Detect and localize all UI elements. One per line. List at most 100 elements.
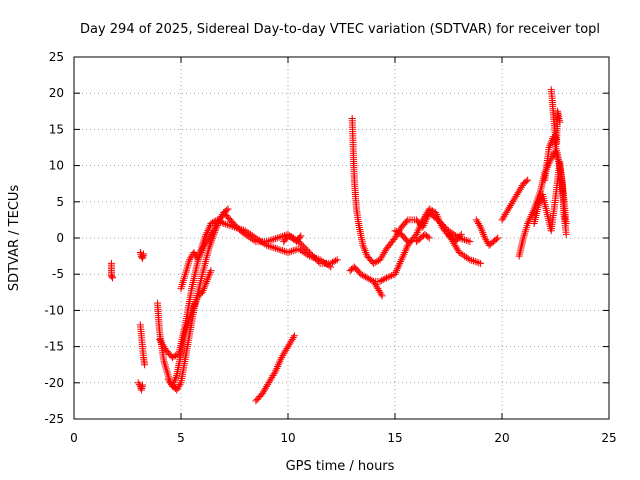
- data-point: [176, 381, 184, 389]
- data-point: [365, 275, 373, 283]
- data-point: [283, 344, 291, 352]
- data-point: [273, 364, 281, 372]
- data-point: [513, 191, 521, 199]
- data-point: [436, 220, 444, 228]
- data-point: [398, 254, 406, 262]
- data-point: [388, 272, 396, 280]
- data-point: [260, 386, 268, 394]
- data-point: [245, 229, 253, 237]
- data-point: [504, 205, 512, 213]
- data-point: [477, 259, 485, 267]
- data-point: [286, 248, 294, 256]
- data-point: [456, 232, 464, 240]
- data-point: [469, 257, 477, 265]
- data-point: [209, 219, 217, 227]
- data-point: [206, 270, 214, 278]
- data-point: [239, 226, 247, 234]
- data-point: [453, 245, 461, 253]
- data-point: [266, 377, 274, 385]
- data-point: [323, 261, 331, 269]
- y-tick-label: 0: [56, 231, 64, 245]
- data-point: [357, 270, 365, 278]
- data-point: [498, 216, 506, 224]
- data-point: [461, 252, 469, 260]
- data-point: [503, 207, 511, 215]
- data-point: [224, 205, 232, 213]
- data-point: [378, 277, 386, 285]
- data-point: [273, 245, 281, 253]
- data-point: [170, 379, 178, 387]
- data-point: [483, 238, 491, 246]
- data-point: [205, 272, 213, 280]
- data-point: [298, 247, 306, 255]
- data-point: [363, 274, 371, 282]
- data-point: [198, 245, 206, 253]
- data-point: [238, 226, 246, 234]
- data-point: [222, 220, 230, 228]
- data-point: [218, 212, 226, 220]
- data-point: [248, 232, 256, 240]
- data-point: [452, 243, 460, 251]
- data-point: [360, 245, 368, 253]
- data-point: [413, 229, 421, 237]
- data-point: [188, 308, 196, 316]
- data-point: [168, 353, 176, 361]
- data-point: [372, 281, 380, 289]
- data-point: [359, 241, 367, 249]
- data-point: [279, 247, 287, 255]
- data-point: [255, 236, 263, 244]
- data-point: [190, 303, 198, 311]
- series-s4: [136, 321, 149, 369]
- data-point: [188, 306, 196, 314]
- data-point: [461, 236, 469, 244]
- data-point: [545, 144, 553, 151]
- data-point: [156, 335, 164, 343]
- data-point: [173, 386, 181, 394]
- data-point: [415, 225, 423, 233]
- data-point: [160, 343, 168, 351]
- data-point: [305, 252, 313, 260]
- series-s22: [547, 86, 564, 148]
- data-point: [257, 238, 265, 246]
- data-point: [287, 337, 295, 345]
- data-point: [480, 232, 488, 240]
- data-point: [370, 277, 378, 285]
- data-point: [171, 377, 179, 385]
- data-point: [270, 244, 278, 252]
- x-tick-label: 25: [601, 431, 616, 445]
- data-point: [309, 253, 317, 261]
- data-point: [199, 286, 207, 294]
- data-point: [362, 273, 370, 281]
- data-point: [164, 375, 172, 383]
- data-point: [295, 245, 303, 253]
- data-point: [210, 225, 218, 233]
- data-point: [512, 192, 520, 200]
- series-s23: [558, 176, 570, 238]
- data-point: [416, 223, 424, 231]
- data-point: [290, 332, 298, 340]
- data-point: [227, 222, 235, 230]
- data-point: [289, 334, 297, 342]
- data-point: [360, 243, 368, 251]
- data-point: [536, 198, 544, 206]
- data-point: [360, 272, 368, 280]
- y-tick-label: -5: [52, 267, 64, 281]
- data-point: [191, 299, 199, 307]
- data-point: [204, 274, 212, 282]
- x-axis-title: GPS time / hours: [286, 459, 395, 474]
- data-point: [250, 233, 258, 241]
- data-point: [232, 224, 240, 232]
- data-point: [330, 258, 338, 266]
- data-point: [263, 382, 271, 390]
- data-point: [481, 234, 489, 242]
- data-point: [254, 235, 262, 243]
- data-point: [381, 275, 389, 283]
- data-point: [193, 296, 201, 304]
- data-point: [203, 276, 211, 284]
- data-point: [259, 239, 267, 247]
- data-point: [535, 200, 543, 208]
- data-point: [277, 233, 285, 241]
- data-point: [197, 248, 205, 256]
- data-point: [207, 220, 215, 228]
- data-point: [527, 212, 535, 220]
